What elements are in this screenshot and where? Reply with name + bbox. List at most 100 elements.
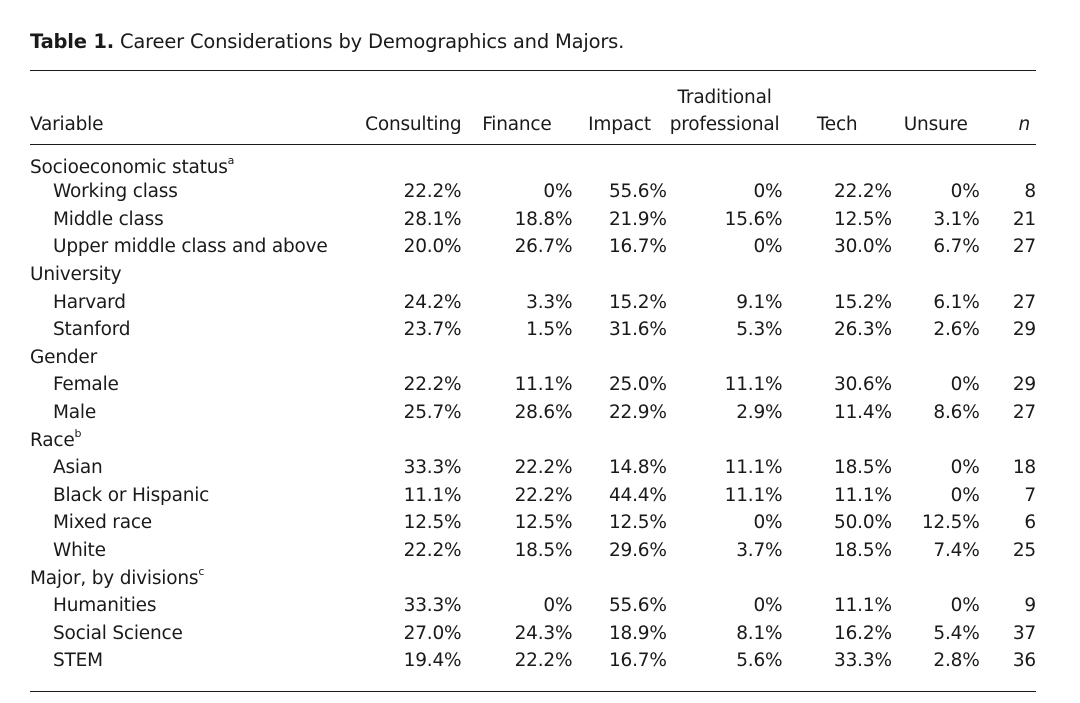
row-label: Female bbox=[53, 374, 119, 396]
table-row: Humanities 33.3% 0% 55.6% 0% 11.1% 0% 9 bbox=[30, 592, 1036, 620]
row-label: White bbox=[53, 540, 106, 562]
group-label-cell: Raceb bbox=[30, 426, 1036, 454]
table-row: STEM 19.4% 22.2% 16.7% 5.6% 33.3% 2.8% 36 bbox=[30, 647, 1036, 675]
cell-tech: 30.0% bbox=[834, 236, 892, 258]
cell-unsure: 6.7% bbox=[933, 236, 980, 258]
cell-traditional: 15.6% bbox=[724, 208, 783, 230]
cell-unsure: 6.1% bbox=[933, 291, 980, 313]
col-header-traditional-line1: Traditional bbox=[677, 87, 772, 108]
cell-consulting: 23.7% bbox=[403, 319, 462, 341]
group-label-cell: Gender bbox=[30, 344, 1036, 372]
cell-tech: 22.2% bbox=[834, 181, 892, 203]
cell-finance: 22.2% bbox=[514, 457, 573, 479]
group-label-cell: Major, by divisionsc bbox=[30, 564, 1036, 592]
cell-impact: 55.6% bbox=[608, 595, 667, 617]
cell-traditional: 11.1% bbox=[724, 457, 783, 479]
table-body: Socioeconomic statusa Working class 22.2% 0… bbox=[30, 144, 1036, 675]
cell-impact: 12.5% bbox=[608, 512, 667, 534]
row-label: Mixed race bbox=[53, 512, 152, 534]
row-label: Upper middle class and above bbox=[53, 236, 328, 258]
cell-unsure: 0% bbox=[950, 374, 980, 396]
row-label: Humanities bbox=[53, 595, 157, 617]
row-label: Asian bbox=[53, 457, 103, 479]
cell-unsure: 8.6% bbox=[933, 402, 980, 424]
cell-impact: 16.7% bbox=[608, 236, 667, 258]
cell-finance: 22.2% bbox=[514, 484, 573, 506]
table-row: Black or Hispanic 11.1% 22.2% 44.4% 11.1% 11.… bbox=[30, 482, 1036, 510]
table-row: Mixed race 12.5% 12.5% 12.5% 0% 50.0% 12.5% 6 bbox=[30, 509, 1036, 537]
cell-finance: 11.1% bbox=[514, 374, 573, 396]
cell-unsure: 0% bbox=[950, 457, 980, 479]
cell-consulting: 25.7% bbox=[403, 402, 462, 424]
row-label: Stanford bbox=[53, 319, 131, 341]
table-row: Social Science 27.0% 24.3% 18.9% 8.1% 16.2% 5.… bbox=[30, 620, 1036, 648]
cell-impact: 22.9% bbox=[608, 402, 667, 424]
cell-tech: 30.6% bbox=[834, 374, 892, 396]
cell-n: 27 bbox=[1012, 236, 1036, 258]
bottom-rule bbox=[30, 691, 1036, 692]
cell-finance: 3.3% bbox=[526, 291, 573, 313]
table-row: Asian 33.3% 22.2% 14.8% 11.1% 18.5% 0% 18 bbox=[30, 454, 1036, 482]
cell-unsure: 2.8% bbox=[933, 650, 980, 672]
cell-impact: 31.6% bbox=[608, 319, 667, 341]
col-header-consulting: Consulting bbox=[365, 114, 462, 135]
cell-impact: 14.8% bbox=[608, 457, 667, 479]
cell-consulting: 22.2% bbox=[403, 374, 462, 396]
footnote-marker: c bbox=[198, 564, 205, 578]
cell-n: 29 bbox=[1012, 319, 1036, 341]
cell-finance: 1.5% bbox=[526, 319, 573, 341]
cell-tech: 18.5% bbox=[834, 457, 892, 479]
cell-traditional: 5.6% bbox=[736, 650, 783, 672]
group-label-cell: University bbox=[30, 261, 1036, 289]
table-row: Female 22.2% 11.1% 25.0% 11.1% 30.6% 0% 29 bbox=[30, 371, 1036, 399]
cell-unsure: 0% bbox=[950, 595, 980, 617]
cell-consulting: 22.2% bbox=[403, 540, 462, 562]
cell-finance: 26.7% bbox=[514, 236, 573, 258]
row-label: Harvard bbox=[53, 291, 126, 313]
cell-tech: 12.5% bbox=[834, 208, 892, 230]
col-header-n: n bbox=[1018, 114, 1030, 135]
table-caption: Table 1. Career Considerations by Demogr… bbox=[30, 30, 624, 53]
cell-n: 27 bbox=[1012, 291, 1036, 313]
table-row: Middle class 28.1% 18.8% 21.9% 15.6% 12.5% 3.1… bbox=[30, 206, 1036, 234]
row-label: Middle class bbox=[53, 208, 164, 230]
cell-traditional: 2.9% bbox=[736, 402, 783, 424]
cell-consulting: 11.1% bbox=[403, 484, 462, 506]
cell-n: 6 bbox=[1024, 512, 1036, 534]
cell-n: 36 bbox=[1012, 650, 1036, 672]
table-row: Working class 22.2% 0% 55.6% 0% 22.2% 0% 8 bbox=[30, 178, 1036, 206]
col-header-variable: Variable bbox=[30, 114, 104, 135]
cell-consulting: 20.0% bbox=[403, 236, 462, 258]
cell-traditional: 11.1% bbox=[724, 374, 783, 396]
header-rule bbox=[30, 144, 1036, 145]
cell-tech: 16.2% bbox=[834, 622, 892, 644]
cell-n: 8 bbox=[1024, 181, 1036, 203]
col-header-unsure: Unsure bbox=[903, 114, 968, 135]
cell-finance: 0% bbox=[543, 181, 573, 203]
cell-tech: 33.3% bbox=[834, 650, 892, 672]
cell-n: 29 bbox=[1012, 374, 1036, 396]
col-header-tech: Tech bbox=[816, 114, 858, 135]
cell-consulting: 19.4% bbox=[403, 650, 462, 672]
cell-tech: 50.0% bbox=[834, 512, 892, 534]
table-row: Upper middle class and above 20.0% 26.7% 16… bbox=[30, 233, 1036, 261]
table-row: Harvard 24.2% 3.3% 15.2% 9.1% 15.2% 6.1% 27 bbox=[30, 288, 1036, 316]
cell-unsure: 7.4% bbox=[933, 540, 980, 562]
cell-consulting: 27.0% bbox=[403, 622, 462, 644]
cell-impact: 18.9% bbox=[608, 622, 667, 644]
cell-consulting: 24.2% bbox=[403, 291, 462, 313]
cell-traditional: 0% bbox=[753, 595, 783, 617]
footnote-marker: b bbox=[74, 426, 82, 440]
group-label: Socioeconomic status bbox=[30, 157, 228, 178]
col-header-traditional-line2: professional bbox=[669, 114, 780, 135]
col-header-finance: Finance bbox=[482, 114, 552, 135]
cell-finance: 0% bbox=[543, 595, 573, 617]
group-label: Race bbox=[30, 429, 75, 451]
cell-unsure: 0% bbox=[950, 181, 980, 203]
cell-unsure: 5.4% bbox=[933, 622, 980, 644]
cell-unsure: 2.6% bbox=[933, 319, 980, 341]
top-rule bbox=[30, 70, 1036, 71]
cell-consulting: 22.2% bbox=[403, 181, 462, 203]
footnote-marker: a bbox=[227, 154, 235, 167]
group-row: Raceb bbox=[30, 426, 1036, 454]
